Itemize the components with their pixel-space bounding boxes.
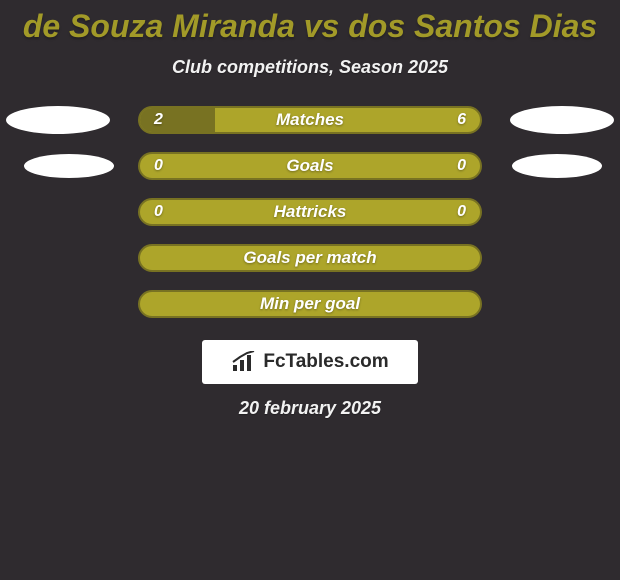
stat-row-goals: 0 Goals 0 [0,152,620,180]
snapshot-date: 20 february 2025 [0,398,620,419]
stat-bar: 0 Hattricks 0 [138,198,482,226]
stat-left-value: 0 [154,154,163,178]
player-left-avatar [6,106,110,134]
stat-label: Goals per match [140,246,480,270]
player-right-avatar [510,106,614,134]
player-right-avatar [512,154,602,178]
stat-bar-left-seg [140,108,215,132]
comparison-infographic: de Souza Miranda vs dos Santos Dias Club… [0,0,620,580]
stat-row-min-per-goal: Min per goal [0,290,620,318]
stat-row-goals-per-match: Goals per match [0,244,620,272]
stat-label: Hattricks [140,200,480,224]
stat-bar: Goals per match [138,244,482,272]
stat-rows: 2 Matches 6 0 Goals 0 0 Hattricks 0 [0,106,620,318]
stat-right-value: 0 [457,200,466,224]
logo-text: FcTables.com [263,351,388,373]
stat-row-matches: 2 Matches 6 [0,106,620,134]
subtitle: Club competitions, Season 2025 [0,57,620,78]
stat-bar: Min per goal [138,290,482,318]
stat-bar: 0 Goals 0 [138,152,482,180]
fctables-logo: FcTables.com [202,340,418,384]
player-left-avatar [24,154,114,178]
stat-label: Goals [140,154,480,178]
stat-right-value: 0 [457,154,466,178]
stat-left-value: 2 [154,108,163,132]
stat-left-value: 0 [154,200,163,224]
stat-label: Min per goal [140,292,480,316]
stat-right-value: 6 [457,108,466,132]
stat-row-hattricks: 0 Hattricks 0 [0,198,620,226]
bar-chart-icon [231,351,259,373]
page-title: de Souza Miranda vs dos Santos Dias [0,0,620,45]
stat-bar: 2 Matches 6 [138,106,482,134]
